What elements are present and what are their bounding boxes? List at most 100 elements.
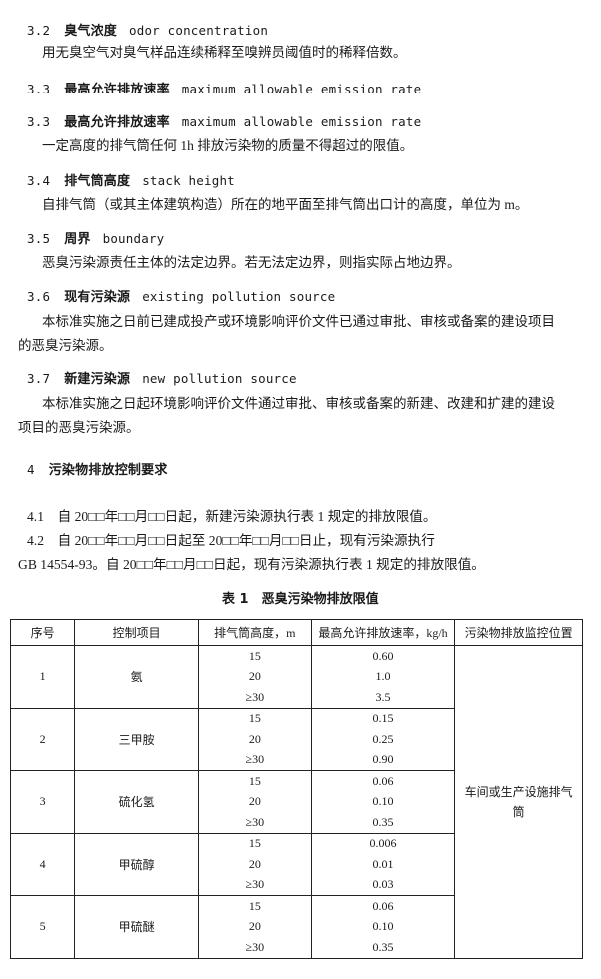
table-header-row: 序号 控制项目 排气筒高度，m 最高允许排放速率，kg/h 污染物排放监控位置	[9, 619, 583, 646]
section-title-cn: 新建污染源	[64, 372, 131, 387]
stack-height: 20	[197, 666, 312, 687]
clause-text: 4.2 自 20□□年□□月□□日起至 20□□年□□月□□日止，现有污染源执行	[27, 533, 435, 548]
emission-rate: 0.10	[310, 916, 456, 937]
section-title-en: odor concentration	[129, 23, 269, 38]
section-heading: 3.3 最高允许排放速率 maximum allowable emission ra…	[27, 114, 421, 131]
section-heading: 3.6 现有污染源 existing pollution source	[27, 289, 335, 306]
table-row: ≥30 0.35	[11, 812, 583, 834]
section-body: 本标准实施之日起环境影响评价文件通过审批、审核或备案的新建、改建和扩建的建设	[42, 396, 555, 411]
row-number: 2	[9, 707, 76, 771]
emission-rate: 3.5	[310, 687, 456, 709]
section-title-en: maximum allowable emission rate	[181, 114, 422, 129]
table-row: 20 0.01	[11, 854, 583, 875]
clipped-heading: 3.3 最高允许排放速率 maximum allowable emission ra…	[27, 82, 587, 93]
emission-rate: 0.06	[310, 895, 456, 917]
section-body: 恶臭污染源责任主体的法定边界。若无法定边界，则指实际占地边界。	[42, 255, 461, 270]
column-header: 序号	[9, 619, 76, 646]
table-row: ≥30 0.03	[11, 874, 583, 896]
row-number: 1	[9, 645, 76, 709]
control-item: 三甲胺	[74, 707, 199, 771]
section-title-en: new pollution source	[142, 371, 297, 386]
emission-rate: 1.0	[310, 666, 456, 687]
emission-rate: 0.35	[310, 812, 456, 834]
section-heading: 3.7 新建污染源 new pollution source	[27, 371, 297, 388]
stack-height: ≥30	[197, 687, 312, 709]
table-row: ≥30 3.5	[11, 687, 583, 709]
row-number: 3	[9, 770, 76, 834]
stack-height: 20	[197, 791, 312, 812]
stack-height: 15	[197, 645, 312, 667]
stack-height: 15	[197, 832, 312, 854]
table-row: 20 1.0	[11, 666, 583, 687]
section-title-cn: 最高允许排放速率	[64, 83, 170, 93]
section-title-cn: 臭气浓度	[64, 24, 117, 39]
row-number: 5	[9, 895, 76, 959]
table-row: 20 0.10	[11, 916, 583, 937]
table-row: 4 甲硫醇 15 0.006	[9, 832, 583, 896]
section-heading: 3.5 周界 boundary	[27, 231, 164, 248]
section-number: 3.7	[27, 371, 51, 386]
section-title-en: existing pollution source	[142, 289, 336, 304]
control-item: 氨	[74, 645, 199, 709]
table-row: 20 0.25	[11, 729, 583, 750]
section-body: 项目的恶臭污染源。	[18, 420, 140, 435]
section-heading: 3.2 臭气浓度 odor concentration	[27, 23, 268, 40]
emission-rate: 0.90	[310, 749, 456, 771]
emission-rate: 0.006	[310, 832, 456, 854]
section-title-en: maximum allowable emission rate	[181, 82, 422, 93]
clause-text: GB 14554-93。自 20□□年□□月□□日起，现有污染源执行表 1 规定…	[18, 557, 485, 572]
column-header: 最高允许排放速率，kg/h	[310, 619, 456, 646]
chapter-number: 4	[27, 462, 35, 477]
section-body: 本标准实施之日前已建成投产或环境影响评价文件已通过审批、审核或备案的建设项目	[42, 314, 555, 329]
column-header: 污染物排放监控位置	[454, 619, 583, 646]
table-row: 2 三甲胺 15 0.15	[9, 707, 583, 771]
section-title-en: boundary	[102, 231, 165, 246]
column-header: 排气筒高度，m	[197, 619, 312, 646]
emission-rate: 0.25	[310, 729, 456, 750]
emission-limits-table: 序号 控制项目 排气筒高度，m 最高允许排放速率，kg/h 污染物排放监控位置 1 氨 15 0…	[9, 619, 583, 959]
stack-height: ≥30	[197, 874, 312, 896]
section-title-cn: 现有污染源	[64, 290, 131, 305]
section-title-cn: 周界	[64, 232, 91, 247]
table-row: 20 0.10	[11, 791, 583, 812]
stack-height: ≥30	[197, 937, 312, 959]
row-number: 4	[9, 832, 76, 896]
control-item: 硫化氢	[74, 770, 199, 834]
table-row: ≥30 0.35	[11, 937, 583, 959]
column-header: 控制项目	[74, 619, 199, 646]
table-caption: 表 1 恶臭污染物排放限值	[222, 592, 379, 607]
emission-rate: 0.01	[310, 854, 456, 875]
stack-height: ≥30	[197, 749, 312, 771]
section-number: 3.3	[27, 114, 51, 129]
table-row: 3 硫化氢 15 0.06	[9, 770, 583, 834]
table-row: 5 甲硫醚 15 0.06	[9, 895, 583, 959]
control-item: 甲硫醇	[74, 832, 199, 896]
section-number: 3.3	[27, 82, 51, 93]
section-number: 3.2	[27, 23, 51, 38]
section-heading: 3.4 排气筒高度 stack height	[27, 173, 235, 190]
section-number: 3.6	[27, 289, 51, 304]
section-title-en: stack height	[142, 173, 235, 188]
section-body: 用无臭空气对臭气样品连续稀释至嗅辨员阈值时的稀释倍数。	[42, 45, 407, 60]
stack-height: 20	[197, 854, 312, 875]
table-row: 1 氨 15 0.60 车间或生产设施排气筒	[9, 645, 583, 959]
monitor-location: 车间或生产设施排气筒	[454, 645, 583, 959]
section-body: 一定高度的排气筒任何 1h 排放污染物的质量不得超过的限值。	[42, 138, 414, 153]
stack-height: 20	[197, 729, 312, 750]
section-body: 自排气筒（或其主体建筑构造）所在的地平面至排气筒出口计的高度，单位为 m。	[42, 197, 529, 212]
stack-height: 15	[197, 707, 312, 729]
stack-height: 15	[197, 895, 312, 917]
section-title-cn: 最高允许排放速率	[64, 115, 170, 130]
section-title-cn: 排气筒高度	[64, 174, 131, 189]
chapter-heading: 4 污染物排放控制要求	[27, 462, 168, 479]
emission-rate: 0.10	[310, 791, 456, 812]
emission-rate: 0.03	[310, 874, 456, 896]
emission-rate: 0.60	[310, 645, 456, 667]
section-number: 3.5	[27, 231, 51, 246]
section-body: 的恶臭污染源。	[18, 338, 113, 353]
control-item: 甲硫醚	[74, 895, 199, 959]
section-heading: 3.3 最高允许排放速率 maximum allowable emission ra…	[27, 82, 587, 93]
emission-rate: 0.06	[310, 770, 456, 792]
stack-height: 15	[197, 770, 312, 792]
chapter-title: 污染物排放控制要求	[48, 463, 168, 478]
